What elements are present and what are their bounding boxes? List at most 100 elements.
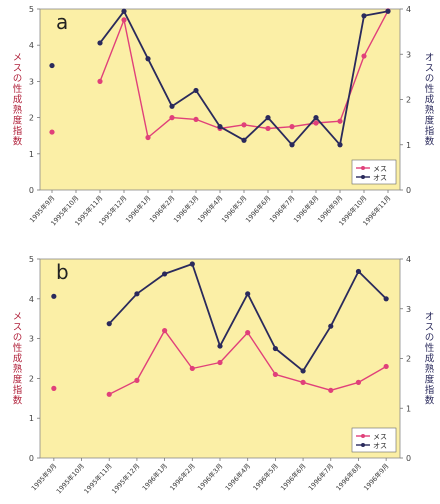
data-point-male	[162, 271, 168, 277]
data-point-male	[265, 115, 271, 121]
data-point-male	[49, 62, 55, 69]
right-tick-label: 3	[406, 305, 411, 314]
left-tick-label: 0	[29, 186, 34, 195]
panel-label: b	[56, 260, 69, 284]
x-tick-label: 1996年3月	[195, 461, 224, 492]
left-tick-label: 2	[29, 374, 34, 383]
data-point-male	[193, 87, 199, 94]
right-axis-title: オスの性成熟度指数	[423, 52, 435, 147]
x-tick-label: 1995年9月	[29, 461, 58, 492]
right-tick-label: 4	[406, 5, 411, 14]
panel-label: a	[56, 10, 68, 34]
x-tick-label: 1996年8月	[334, 461, 363, 492]
data-point-female	[361, 53, 367, 59]
left-axis-title: メスの性成熟度指数	[11, 52, 23, 147]
left-tick-label: 5	[29, 5, 34, 14]
x-tick-label: 1996年5月	[251, 461, 280, 492]
left-tick-label: 1	[29, 414, 34, 423]
chart-a: a 0 1 2 3 4 5 0 1 2 3 4 メスの性成熟度指数 オスの性成熟度指数 1995年9月 199…	[0, 0, 440, 250]
data-point-male	[383, 296, 389, 302]
data-point-male	[241, 137, 247, 143]
data-point-female	[272, 371, 278, 378]
legend-marker-male	[361, 443, 365, 447]
data-point-male	[106, 321, 112, 327]
data-point-male	[121, 8, 127, 14]
left-tick-label: 4	[29, 295, 34, 304]
data-point-male	[355, 268, 362, 275]
data-point-female	[49, 129, 55, 135]
legend-marker-male	[361, 175, 365, 179]
data-point-male	[134, 291, 140, 297]
data-point-male	[385, 8, 391, 14]
legend-box	[351, 159, 397, 185]
data-point-male	[245, 291, 251, 297]
x-tick-label: 1996年9月	[361, 461, 390, 492]
legend-label: メス	[373, 165, 387, 173]
data-point-female	[355, 379, 362, 385]
data-point-male	[328, 323, 334, 329]
left-tick-label: 5	[29, 255, 34, 264]
legend-label: メス	[373, 433, 387, 441]
left-tick-label: 2	[29, 114, 34, 123]
left-tick-label: 0	[29, 454, 34, 463]
data-point-male	[145, 56, 151, 62]
data-point-male	[217, 124, 223, 130]
data-point-male	[289, 142, 295, 148]
data-point-male	[51, 293, 57, 299]
data-point-female	[106, 391, 112, 397]
right-tick-label: 2	[406, 355, 411, 364]
data-point-male	[361, 13, 367, 19]
x-tick-label: 1996年7月	[306, 461, 335, 492]
data-point-female	[121, 17, 127, 23]
legend-marker-female	[361, 166, 365, 170]
data-point-male	[189, 261, 195, 267]
right-tick-label: 0	[406, 186, 411, 195]
data-point-male	[272, 345, 278, 352]
data-point-male	[300, 368, 306, 374]
plot-area	[39, 258, 401, 459]
right-tick-label: 3	[406, 50, 411, 59]
data-point-male	[169, 103, 175, 109]
right-tick-label: 0	[406, 454, 411, 463]
data-point-female	[145, 134, 151, 141]
data-point-female	[134, 377, 140, 383]
data-point-male	[217, 343, 223, 349]
left-tick-label: 4	[29, 41, 34, 50]
right-tick-label: 2	[406, 96, 411, 105]
data-point-female	[245, 330, 251, 336]
data-point-female	[97, 78, 103, 84]
legend-box	[351, 427, 397, 453]
left-tick-label: 1	[29, 150, 34, 159]
x-tick-label: 1996年1月	[140, 461, 169, 492]
x-tick-label: 1996年6月	[278, 461, 307, 492]
right-tick-label: 1	[406, 141, 411, 150]
data-point-female	[189, 365, 195, 372]
left-tick-label: 3	[29, 335, 34, 344]
x-tick-label: 1995年11月	[82, 461, 114, 495]
data-point-male	[313, 115, 319, 121]
data-point-female	[241, 122, 247, 128]
data-point-male	[337, 142, 343, 148]
data-point-female	[169, 115, 175, 121]
legend-marker-female	[361, 434, 365, 438]
data-point-female	[300, 379, 306, 385]
data-point-female	[313, 120, 319, 126]
data-point-female	[265, 125, 271, 132]
data-point-female	[289, 124, 295, 130]
legend-label: オス	[373, 442, 387, 450]
data-point-female	[337, 118, 343, 124]
right-tick-label: 4	[406, 255, 411, 264]
right-tick-label: 1	[406, 404, 411, 413]
left-axis-title: メスの性成熟度指数	[11, 311, 23, 406]
data-point-female	[328, 387, 334, 393]
x-tick-label: 1996年2月	[168, 461, 197, 492]
left-tick-label: 3	[29, 77, 34, 86]
data-point-female	[162, 328, 168, 334]
data-point-female	[193, 116, 199, 123]
legend-label: オス	[373, 174, 387, 182]
data-point-female	[217, 359, 223, 366]
plot-area	[39, 8, 401, 191]
data-point-female	[383, 363, 389, 370]
